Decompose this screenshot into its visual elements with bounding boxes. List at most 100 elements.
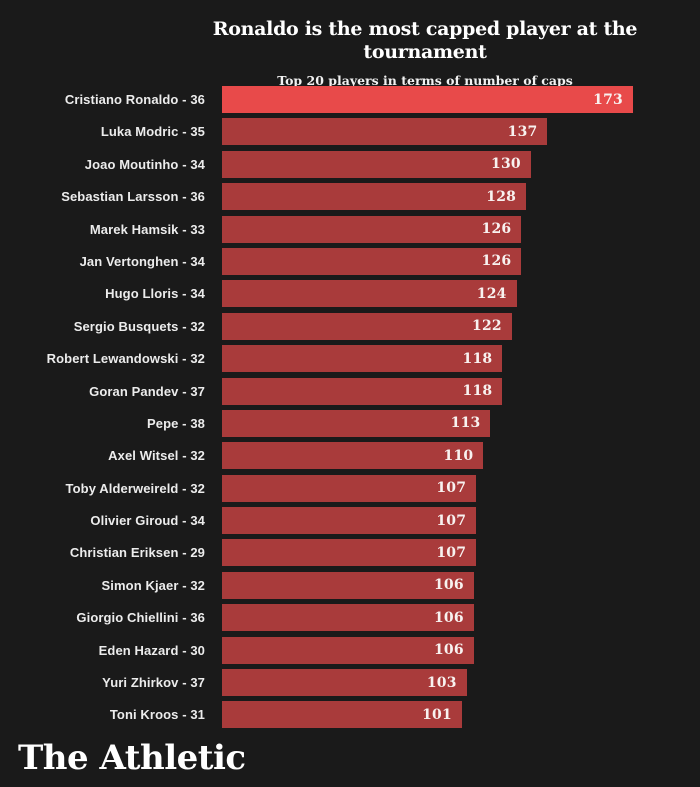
bar-track: 106 [222,571,700,599]
player-label: Joao Moutinho - 34 [84,156,205,172]
bar: 107 [222,539,477,567]
bar: 126 [222,247,522,275]
chart-row: Toni Kroos - 31 101 [0,701,700,729]
chart-row: Sebastian Larsson - 36 128 [0,183,700,211]
bar-value: 122 [472,318,502,335]
player-label: Olivier Giroud - 34 [90,513,205,529]
bar-track: 107 [222,507,700,535]
chart-row: Toby Alderweireld - 32 107 [0,474,700,502]
chart-title: Ronaldo is the most capped player at the… [212,18,638,63]
player-label: Sebastian Larsson - 36 [61,189,205,205]
bar-track: 106 [222,604,700,632]
bar: 110 [222,442,484,470]
bar-track: 118 [222,377,700,405]
bar: 137 [222,118,548,146]
bar: 118 [222,345,503,373]
chart-row: Giorgio Chiellini - 36 106 [0,604,700,632]
chart-row: Marek Hamsik - 33 126 [0,215,700,243]
chart-row: Robert Lewandowski - 32 118 [0,345,700,373]
bar: 107 [222,507,477,535]
chart-row: Hugo Lloris - 34 124 [0,280,700,308]
bar-value: 103 [426,674,457,691]
bar-track: 128 [222,183,700,211]
bar: 106 [222,571,474,599]
bar: 130 [222,150,531,178]
bar-track: 137 [222,118,700,146]
chart-row: Luka Modric - 35 137 [0,118,700,146]
chart-row: Jan Vertonghen - 34 126 [0,247,700,275]
player-label: Toni Kroos - 31 [109,707,205,723]
bar-track: 107 [222,539,700,567]
bar-value: 124 [476,285,507,302]
bar-value: 126 [481,253,512,270]
bar-value: 113 [450,415,481,432]
bar-track: 126 [222,247,700,275]
bar-value: 118 [462,383,493,400]
bar-value: 106 [433,609,464,626]
chart-row: Yuri Zhirkov - 37 103 [0,669,700,697]
bar: 124 [222,280,517,308]
chart-row: Sergio Busquets - 32 122 [0,312,700,340]
bar-value: 101 [422,706,452,723]
chart-row: Cristiano Ronaldo - 36 173 [0,86,700,113]
player-label: Cristiano Ronaldo - 36 [64,92,205,107]
chart-row: Axel Witsel - 32 110 [0,442,700,470]
player-label: Giorgio Chiellini - 36 [76,610,205,626]
bar: 173 [222,86,633,113]
player-label: Toby Alderweireld - 32 [65,480,205,496]
player-label: Eden Hazard - 30 [98,642,205,658]
bar-value: 106 [433,642,464,659]
bar: 106 [222,604,474,632]
player-label: Marek Hamsik - 33 [89,221,205,237]
bar-track: 101 [222,701,700,729]
the-athletic-logo: The Athletic [18,738,246,778]
bar-chart: Cristiano Ronaldo - 36 173 Luka Modric - 3… [0,86,700,729]
chart-row: Pepe - 38 113 [0,409,700,437]
player-label: Yuri Zhirkov - 37 [102,675,205,691]
bar-track: 103 [222,669,700,697]
bar: 118 [222,377,503,405]
chart-row: Simon Kjaer - 32 106 [0,571,700,599]
chart-header: Ronaldo is the most capped player at the… [150,18,700,88]
chart-row: Goran Pandev - 37 118 [0,377,700,405]
player-label: Luka Modric - 35 [100,124,205,140]
bar-value: 118 [462,350,493,367]
bar-track: 113 [222,409,700,437]
bar: 126 [222,215,522,243]
bar: 103 [222,669,467,697]
player-label: Simon Kjaer - 32 [101,577,205,593]
player-label: Hugo Lloris - 34 [105,286,205,302]
bar-value: 137 [507,123,538,140]
player-label: Goran Pandev - 37 [89,383,205,399]
chart-row: Eden Hazard - 30 106 [0,636,700,664]
bar: 128 [222,183,527,211]
bar-value: 107 [436,544,467,561]
bar: 107 [222,474,477,502]
bar-track: 106 [222,636,700,664]
chart-row: Olivier Giroud - 34 107 [0,507,700,535]
bar-value: 110 [443,447,474,464]
bar-track: 122 [222,312,700,340]
bar: 101 [222,701,462,729]
bar: 106 [222,636,474,664]
player-label: Robert Lewandowski - 32 [46,351,205,367]
chart-row: Christian Eriksen - 29 107 [0,539,700,567]
bar-track: 130 [222,150,700,178]
player-label: Christian Eriksen - 29 [69,545,205,561]
bar-track: 173 [222,86,700,113]
bar-track: 118 [222,345,700,373]
bar-value: 128 [486,188,517,205]
player-label: Jan Vertonghen - 34 [79,253,205,269]
bar-track: 110 [222,442,700,470]
bar: 122 [222,312,512,340]
bar-track: 124 [222,280,700,308]
player-label: Pepe - 38 [147,415,205,431]
bar-value: 173 [593,91,623,108]
bar-value: 130 [491,156,521,173]
bar-track: 107 [222,474,700,502]
bar: 113 [222,409,491,437]
bar-value: 106 [433,577,464,594]
player-label: Sergio Busquets - 32 [73,318,205,334]
player-label: Axel Witsel - 32 [108,448,205,464]
